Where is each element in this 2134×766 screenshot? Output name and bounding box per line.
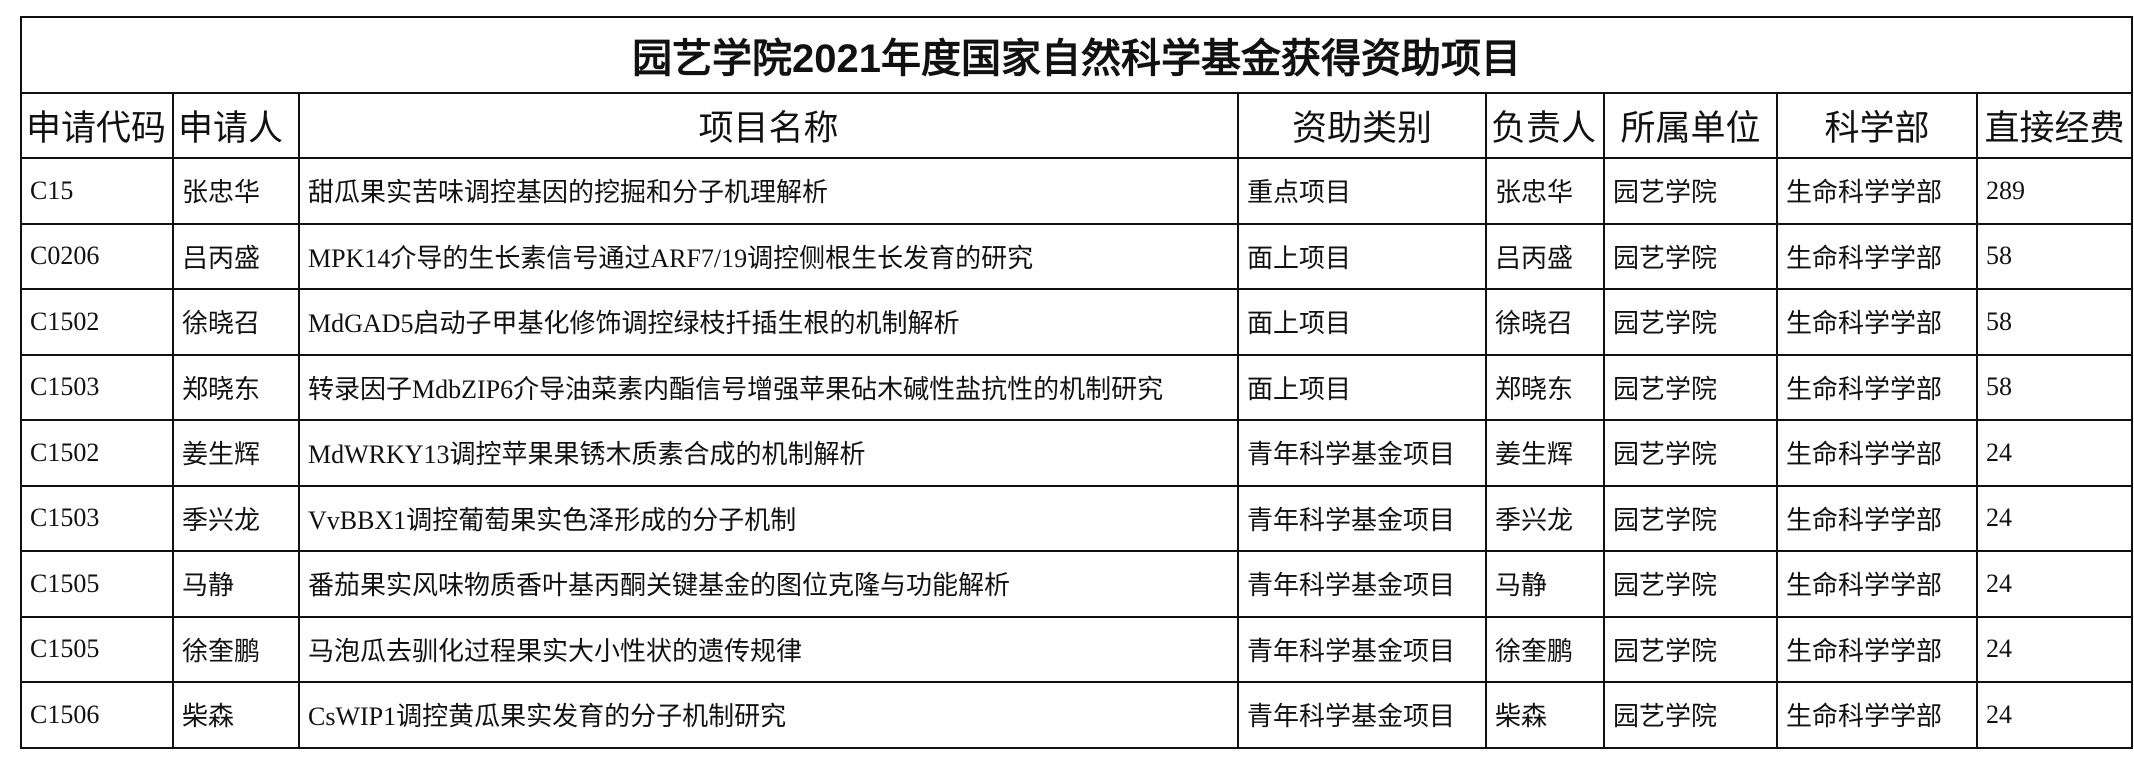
cell-department: 生命科学学部: [1776, 419, 1978, 487]
cell-funding-type: 面上项目: [1237, 288, 1487, 356]
col-header-department: 科学部: [1776, 92, 1978, 159]
col-header-unit: 所属单位: [1603, 92, 1778, 159]
cell-applicant: 吕丙盛: [172, 222, 300, 290]
col-header-direct-funding: 直接经费: [1975, 92, 2134, 159]
cell-funding-type: 青年科学基金项目: [1237, 681, 1487, 749]
col-header-applicant: 申请人: [172, 92, 300, 159]
cell-department: 生命科学学部: [1776, 288, 1978, 356]
cell-project-name: 转录因子MdbZIP6介导油菜素内酯信号增强苹果砧木碱性盐抗性的机制研究: [298, 353, 1239, 421]
cell-department: 生命科学学部: [1776, 222, 1978, 290]
cell-project-name: 甜瓜果实苦味调控基因的挖掘和分子机理解析: [298, 157, 1239, 225]
cell-applicant: 柴森: [172, 681, 300, 749]
cell-applicant: 姜生辉: [172, 419, 300, 487]
cell-funding-type: 重点项目: [1237, 157, 1487, 225]
cell-direct-funding: 58: [1975, 353, 2134, 421]
cell-direct-funding: 24: [1975, 484, 2134, 552]
col-header-funding-type: 资助类别: [1237, 92, 1487, 159]
title-row: 园艺学院2021年度国家自然科学基金获得资助项目: [19, 16, 2134, 94]
cell-leader: 季兴龙: [1485, 484, 1605, 552]
cell-applicant: 张忠华: [172, 157, 300, 225]
cell-funding-type: 青年科学基金项目: [1237, 615, 1487, 683]
cell-direct-funding: 24: [1975, 681, 2134, 749]
cell-direct-funding: 24: [1975, 419, 2134, 487]
cell-code: C1505: [20, 615, 174, 683]
cell-code: C1503: [20, 484, 174, 552]
cell-unit: 园艺学院: [1603, 615, 1778, 683]
cell-code: C1503: [20, 353, 174, 421]
cell-direct-funding: 24: [1975, 615, 2134, 683]
cell-leader: 吕丙盛: [1485, 222, 1605, 290]
cell-unit: 园艺学院: [1603, 157, 1778, 225]
cell-department: 生命科学学部: [1776, 615, 1978, 683]
cell-unit: 园艺学院: [1603, 681, 1778, 749]
cell-project-name: 番茄果实风味物质香叶基丙酮关键基金的图位克隆与功能解析: [298, 550, 1239, 618]
table-row: C1503 郑晓东 转录因子MdbZIP6介导油菜素内酯信号增强苹果砧木碱性盐抗性的…: [20, 353, 2134, 421]
cell-funding-type: 面上项目: [1237, 222, 1487, 290]
funding-table: 园艺学院2021年度国家自然科学基金获得资助项目 申请代码 申请人 项目名称 资…: [19, 16, 2134, 749]
table-row: C15 张忠华 甜瓜果实苦味调控基因的挖掘和分子机理解析 重点项目 张忠华 园艺学院 生命科…: [20, 157, 2134, 225]
cell-code: C1505: [20, 550, 174, 618]
cell-leader: 柴森: [1485, 681, 1605, 749]
col-header-leader: 负责人: [1485, 92, 1605, 159]
cell-direct-funding: 24: [1975, 550, 2134, 618]
cell-department: 生命科学学部: [1776, 157, 1978, 225]
cell-department: 生命科学学部: [1776, 353, 1978, 421]
cell-direct-funding: 58: [1975, 222, 2134, 290]
cell-unit: 园艺学院: [1603, 484, 1778, 552]
cell-direct-funding: 58: [1975, 288, 2134, 356]
cell-project-name: MdWRKY13调控苹果果锈木质素合成的机制解析: [298, 419, 1239, 487]
cell-project-name: VvBBX1调控葡萄果实色泽形成的分子机制: [298, 484, 1239, 552]
cell-leader: 马静: [1485, 550, 1605, 618]
cell-unit: 园艺学院: [1603, 550, 1778, 618]
cell-project-name: MPK14介导的生长素信号通过ARF7/19调控侧根生长发育的研究: [298, 222, 1239, 290]
cell-leader: 张忠华: [1485, 157, 1605, 225]
cell-applicant: 徐晓召: [172, 288, 300, 356]
cell-unit: 园艺学院: [1603, 288, 1778, 356]
cell-unit: 园艺学院: [1603, 222, 1778, 290]
cell-code: C1502: [20, 288, 174, 356]
cell-direct-funding: 289: [1975, 157, 2134, 225]
cell-applicant: 季兴龙: [172, 484, 300, 552]
table-row: C1505 马静 番茄果实风味物质香叶基丙酮关键基金的图位克隆与功能解析 青年科学基金…: [20, 550, 2134, 618]
cell-code: C0206: [20, 222, 174, 290]
table-title: 园艺学院2021年度国家自然科学基金获得资助项目: [19, 16, 2134, 94]
cell-applicant: 马静: [172, 550, 300, 618]
cell-leader: 徐晓召: [1485, 288, 1605, 356]
table-row: C1506 柴森 CsWIP1调控黄瓜果实发育的分子机制研究 青年科学基金项目 柴森 园艺…: [20, 681, 2134, 749]
table-row: C1505 徐奎鹏 马泡瓜去驯化过程果实大小性状的遗传规律 青年科学基金项目 徐奎鹏 园艺…: [20, 615, 2134, 683]
table-row: C1502 徐晓召 MdGAD5启动子甲基化修饰调控绿枝扦插生根的机制解析 面上项目徐…: [20, 288, 2134, 356]
cell-project-name: MdGAD5启动子甲基化修饰调控绿枝扦插生根的机制解析: [298, 288, 1239, 356]
table-row: C1502 姜生辉 MdWRKY13调控苹果果锈木质素合成的机制解析 青年科学基金项目…: [20, 419, 2134, 487]
cell-department: 生命科学学部: [1776, 550, 1978, 618]
cell-project-name: 马泡瓜去驯化过程果实大小性状的遗传规律: [298, 615, 1239, 683]
cell-leader: 姜生辉: [1485, 419, 1605, 487]
cell-applicant: 郑晓东: [172, 353, 300, 421]
cell-funding-type: 青年科学基金项目: [1237, 484, 1487, 552]
cell-funding-type: 青年科学基金项目: [1237, 419, 1487, 487]
cell-code: C1502: [20, 419, 174, 487]
table-row: C0206 吕丙盛 MPK14介导的生长素信号通过ARF7/19调控侧根生长发育的研…: [20, 222, 2134, 290]
cell-applicant: 徐奎鹏: [172, 615, 300, 683]
cell-department: 生命科学学部: [1776, 681, 1978, 749]
header-row: 申请代码 申请人 项目名称 资助类别 负责人 所属单位 科学部 直接经费: [20, 92, 2134, 159]
cell-code: C1506: [20, 681, 174, 749]
cell-unit: 园艺学院: [1603, 353, 1778, 421]
table-row: C1503 季兴龙 VvBBX1调控葡萄果实色泽形成的分子机制 青年科学基金项目 季兴龙…: [20, 484, 2134, 552]
col-header-code: 申请代码: [20, 92, 174, 159]
cell-leader: 郑晓东: [1485, 353, 1605, 421]
cell-project-name: CsWIP1调控黄瓜果实发育的分子机制研究: [298, 681, 1239, 749]
cell-unit: 园艺学院: [1603, 419, 1778, 487]
cell-funding-type: 面上项目: [1237, 353, 1487, 421]
cell-leader: 徐奎鹏: [1485, 615, 1605, 683]
cell-department: 生命科学学部: [1776, 484, 1978, 552]
cell-funding-type: 青年科学基金项目: [1237, 550, 1487, 618]
cell-code: C15: [20, 157, 174, 225]
col-header-project-name: 项目名称: [298, 92, 1239, 159]
